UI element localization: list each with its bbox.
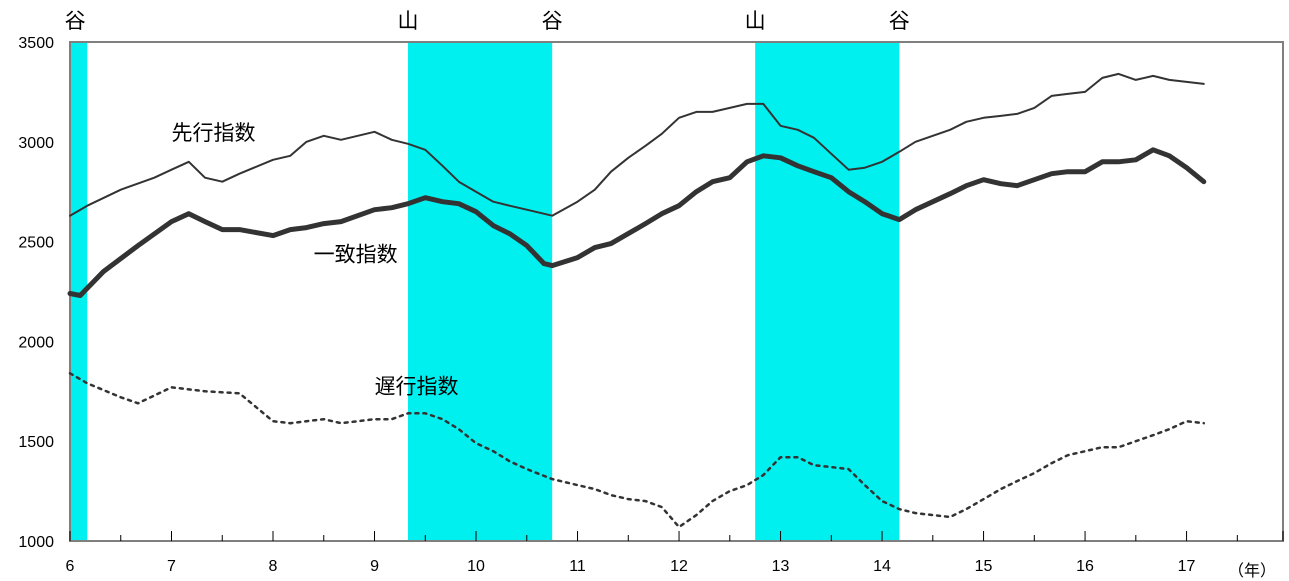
plot-frame — [69, 41, 1284, 542]
y-tick-label: 1500 — [18, 434, 54, 451]
x-tick-label: 7 — [167, 558, 176, 575]
x-tick-label: 12 — [670, 558, 688, 575]
y-tick-label: 3000 — [18, 135, 54, 152]
y-tick-label: 3500 — [18, 35, 54, 52]
series-label: 一致指数 — [314, 243, 398, 267]
series-line-1 — [67, 147, 1207, 298]
x-tick-label: 6 — [66, 558, 75, 575]
x-tick-label: 9 — [370, 558, 379, 575]
x-tick-label: 13 — [772, 558, 790, 575]
x-tick-label: 15 — [975, 558, 993, 575]
x-tick-label: 16 — [1076, 558, 1094, 575]
y-tick-label: 2000 — [18, 334, 54, 351]
series-lines-group — [67, 72, 1207, 529]
y-tick-label: 1000 — [18, 534, 54, 551]
phase-marker-label: 谷 — [542, 9, 563, 33]
phase-marker-label: 谷 — [65, 9, 86, 33]
axes-group: 1000 1500 2000 2500 3000 3500 6 7 8 9 10 11 12 13 14 15… — [18, 35, 1284, 575]
y-tick-label: 2500 — [18, 235, 54, 252]
x-axis-unit-label: （年） — [1228, 562, 1276, 580]
series-line-2 — [68, 372, 1206, 529]
x-tick-label: 10 — [467, 558, 485, 575]
recession-shading-group — [70, 42, 900, 541]
recession-band-0 — [70, 42, 88, 541]
x-tick-label: 14 — [873, 558, 891, 575]
phase-marker-label: 谷 — [889, 9, 910, 33]
recession-band-1 — [408, 42, 553, 541]
phase-marker-label: 山 — [398, 9, 419, 33]
series-label: 遅行指数 — [375, 374, 459, 398]
phase-marker-label: 山 — [745, 9, 766, 33]
x-tick-label: 11 — [569, 558, 586, 575]
series-label: 先行指数 — [172, 121, 256, 145]
series-line-0 — [69, 72, 1205, 217]
x-tick-label: 17 — [1178, 558, 1196, 575]
x-tick-label: 8 — [269, 558, 278, 575]
